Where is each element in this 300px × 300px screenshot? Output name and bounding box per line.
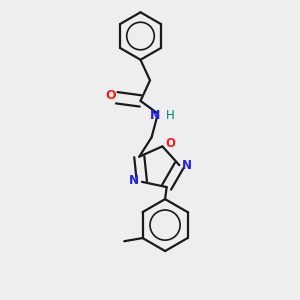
Text: N: N: [129, 174, 139, 187]
Text: O: O: [106, 89, 116, 102]
Text: H: H: [166, 109, 175, 122]
Text: O: O: [165, 137, 175, 150]
Text: N: N: [150, 109, 160, 122]
Text: N: N: [182, 159, 192, 172]
